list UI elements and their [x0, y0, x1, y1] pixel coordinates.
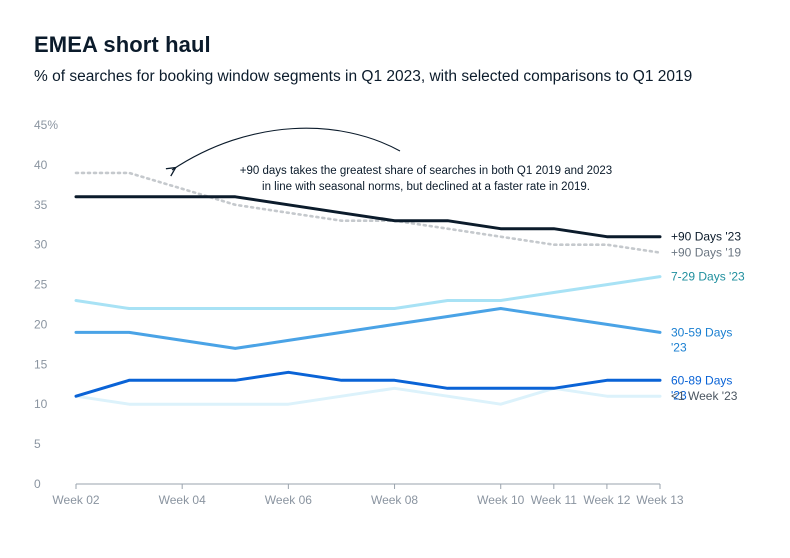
annotation-line-2: in line with seasonal norms, but decline…: [262, 181, 590, 193]
y-axis: 0 5 10 15 20 25 30 35 40 45%: [34, 118, 58, 491]
series-line: [74, 386, 662, 406]
annotation-arrow: [172, 127, 401, 170]
series-line: [74, 370, 662, 398]
series-label: 30-59 Days '23: [671, 325, 732, 354]
y-tick-label: 10: [34, 397, 48, 411]
x-tick-label: Week 06: [265, 493, 312, 507]
y-tick-label: 20: [34, 317, 48, 331]
y-tick-label: 15: [34, 357, 48, 371]
series-line: [74, 275, 662, 310]
x-tick-label: Week 08: [371, 493, 418, 507]
series-line: [74, 171, 662, 254]
chart-subtitle: % of searches for booking window segment…: [34, 68, 693, 85]
x-tick-label: Week 12: [583, 493, 630, 507]
series-labels: +90 Days '23 +90 Days '19 7-29 Days '23 30-…: [671, 230, 745, 404]
y-tick-label: 0: [34, 477, 41, 491]
x-tick-label: Week 10: [477, 493, 524, 507]
x-tick-label: Week 02: [52, 493, 99, 507]
y-tick-label: 30: [34, 238, 48, 252]
x-tick-label: Week 13: [636, 493, 683, 507]
y-tick-label: 35: [34, 198, 48, 212]
x-tick-label: Week 11: [531, 493, 578, 507]
series-label: 7-29 Days '23: [671, 270, 745, 284]
annotation: +90 days takes the greatest share of sea…: [172, 127, 612, 193]
annotation-line-1: +90 days takes the greatest share of sea…: [240, 165, 612, 177]
y-tick-label: 25: [34, 278, 48, 292]
series-label: 60-89 Days '23: [671, 373, 732, 402]
x-tick-label: Week 04: [159, 493, 206, 507]
series-line: [74, 195, 662, 239]
x-axis: Week 02 Week 04 Week 06 Week 08 Week 10 Week …: [52, 483, 684, 507]
y-tick-label: 40: [34, 158, 48, 172]
y-tick-label: 5: [34, 437, 41, 451]
y-tick-label: 45%: [34, 118, 58, 132]
series-layer: [74, 171, 662, 406]
series-line: [74, 307, 662, 350]
series-label: +90 Days '19: [671, 246, 741, 260]
series-label: <1 Week '23: [671, 389, 738, 403]
chart-title: EMEA short haul: [34, 32, 211, 57]
series-label: +90 Days '23: [671, 230, 741, 244]
